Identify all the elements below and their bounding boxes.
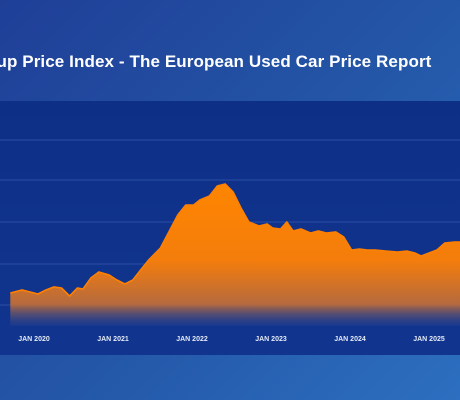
x-tick-label: JAN 2025 xyxy=(413,336,445,343)
x-tick-label: JAN 2023 xyxy=(255,336,287,343)
series-line xyxy=(10,183,460,298)
chart-title: oup Price Index - The European Used Car … xyxy=(0,52,432,71)
x-tick-label: JAN 2024 xyxy=(334,336,366,343)
x-tick-label: JAN 2021 xyxy=(97,336,129,343)
x-tick-label: JAN 2020 xyxy=(18,336,50,343)
x-tick-label: JAN 2022 xyxy=(176,336,208,343)
series-area xyxy=(10,184,460,326)
